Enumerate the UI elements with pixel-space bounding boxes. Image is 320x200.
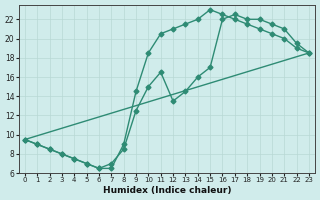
X-axis label: Humidex (Indice chaleur): Humidex (Indice chaleur) xyxy=(103,186,231,195)
